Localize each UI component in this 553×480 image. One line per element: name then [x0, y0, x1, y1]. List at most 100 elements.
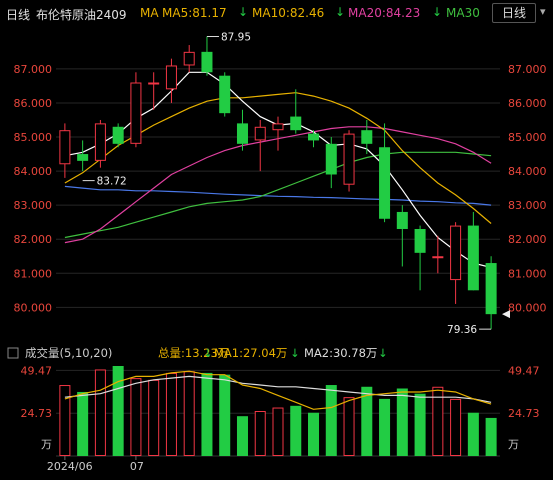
ma20-value: MA20:84.23: [348, 6, 421, 20]
volume-bar: [77, 391, 89, 456]
period-label: 日线: [6, 8, 31, 22]
price-annotations: 87.95 79.36 83.72: [82, 32, 510, 336]
candle: [148, 72, 160, 110]
arrow-down-icon: ↓: [335, 5, 346, 19]
price-tick-label: 85.000: [14, 131, 53, 144]
candle: [396, 205, 408, 267]
volume-bar: [236, 416, 248, 456]
volume-ma10-line: [64, 375, 492, 403]
candle: [325, 137, 337, 189]
price-tick-label: 83.000: [14, 199, 53, 212]
price-tick-label: 83.000: [508, 199, 547, 212]
candle: [432, 235, 444, 274]
candle-body: [290, 116, 302, 131]
volume-total: 总量:13.23万: [158, 346, 229, 360]
candle: [112, 123, 124, 148]
candle: [414, 225, 426, 291]
volume-bar: [325, 385, 337, 456]
volume-tick-label: 49.47: [21, 364, 53, 377]
volume-bar: [201, 372, 213, 456]
candle-body: [396, 211, 408, 229]
ma30-value: MA30: [446, 6, 480, 20]
price-tick-label: 80.000: [14, 301, 53, 314]
volume-bar: [219, 374, 231, 456]
candle-body: [201, 51, 213, 73]
arrow-down-icon: ↓: [238, 5, 249, 19]
candle-body: [467, 225, 479, 291]
volume-ma2: MA2:30.78万: [304, 346, 377, 360]
volume-bar: [308, 412, 320, 456]
volume-bar: [467, 412, 479, 456]
ma30-line: [64, 151, 492, 239]
ma5-line: [64, 71, 492, 269]
arrow-down-icon: ↓: [203, 346, 213, 360]
ma5-value: MA5:81.17: [162, 6, 227, 20]
volume-bar: [272, 407, 284, 456]
volume-bar: [130, 378, 142, 456]
volume-bar: [290, 405, 302, 456]
instrument-name: 布伦特原油2409: [36, 8, 127, 22]
volume-ma-lines: [64, 370, 492, 410]
volume-ma1: MA1:27.04万: [214, 346, 287, 360]
candle-body: [77, 154, 89, 161]
price-tick-label: 85.000: [508, 131, 547, 144]
candle: [183, 45, 195, 73]
marker-label: 83.72: [97, 176, 127, 188]
arrow-down-icon: ↓: [290, 346, 300, 360]
volume-ma5-line: [64, 370, 492, 410]
candle-body: [379, 147, 391, 219]
volume-title: 成交量(5,10,20): [25, 346, 112, 360]
price-tick-label: 80.000: [508, 301, 547, 314]
candle-body: [219, 75, 231, 114]
candle-body: [148, 82, 160, 85]
candle: [254, 119, 266, 172]
candle-body: [254, 126, 266, 141]
volume-tick-label: 24.73: [21, 407, 53, 420]
chart-header: 日线 布伦特原油2409 MA MA5:81.17 ↓ MA10:82.46 ↓…: [0, 0, 553, 26]
price-axis-right: 87.000 86.000 85.000 84.000 83.000 82.000 81.0…: [508, 63, 547, 314]
price-tick-label: 81.000: [508, 267, 547, 280]
volume-bars: [59, 366, 497, 457]
candle: [308, 130, 320, 148]
price-tick-label: 87.000: [14, 63, 53, 76]
chevron-down-icon[interactable]: ▾: [540, 5, 546, 18]
period-select-button[interactable]: 日线: [492, 3, 536, 23]
volume-bar: [165, 372, 177, 456]
candle-body: [272, 123, 284, 131]
candle-body: [414, 228, 426, 253]
volume-tick-label: 49.47: [508, 364, 540, 377]
candle: [485, 256, 497, 330]
price-tick-label: 86.000: [508, 97, 547, 110]
candle-body: [325, 143, 337, 175]
volume-unit-label: 万: [41, 438, 52, 451]
volume-bar: [94, 369, 106, 457]
price-tick-label: 82.000: [14, 233, 53, 246]
candle: [450, 222, 462, 304]
candle-body: [236, 123, 248, 144]
volume-unit-label: 万: [508, 438, 519, 451]
moving-average-lines: [64, 71, 492, 269]
candle-body: [94, 123, 106, 161]
candle-body: [485, 263, 497, 315]
candle: [467, 211, 479, 291]
candle-body: [112, 126, 124, 144]
volume-tick-label: 24.73: [508, 407, 540, 420]
candle-body: [450, 225, 462, 281]
volume-bar: [414, 393, 426, 456]
x-axis: 2024/06 07: [47, 456, 144, 473]
price-tick-label: 82.000: [508, 233, 547, 246]
candle: [379, 123, 391, 223]
candle: [77, 140, 89, 172]
ma10-value: MA10:82.46: [252, 6, 325, 20]
volume-bar: [450, 398, 462, 456]
last-price-marker: [502, 310, 510, 319]
low-label: 79.36: [447, 324, 477, 336]
volume-bar: [343, 397, 355, 456]
candle: [94, 119, 106, 168]
x-tick-label: 07: [130, 460, 144, 473]
candles: [59, 36, 497, 330]
price-tick-label: 81.000: [14, 267, 53, 280]
candle: [130, 72, 142, 148]
high-label: 87.95: [221, 32, 251, 44]
